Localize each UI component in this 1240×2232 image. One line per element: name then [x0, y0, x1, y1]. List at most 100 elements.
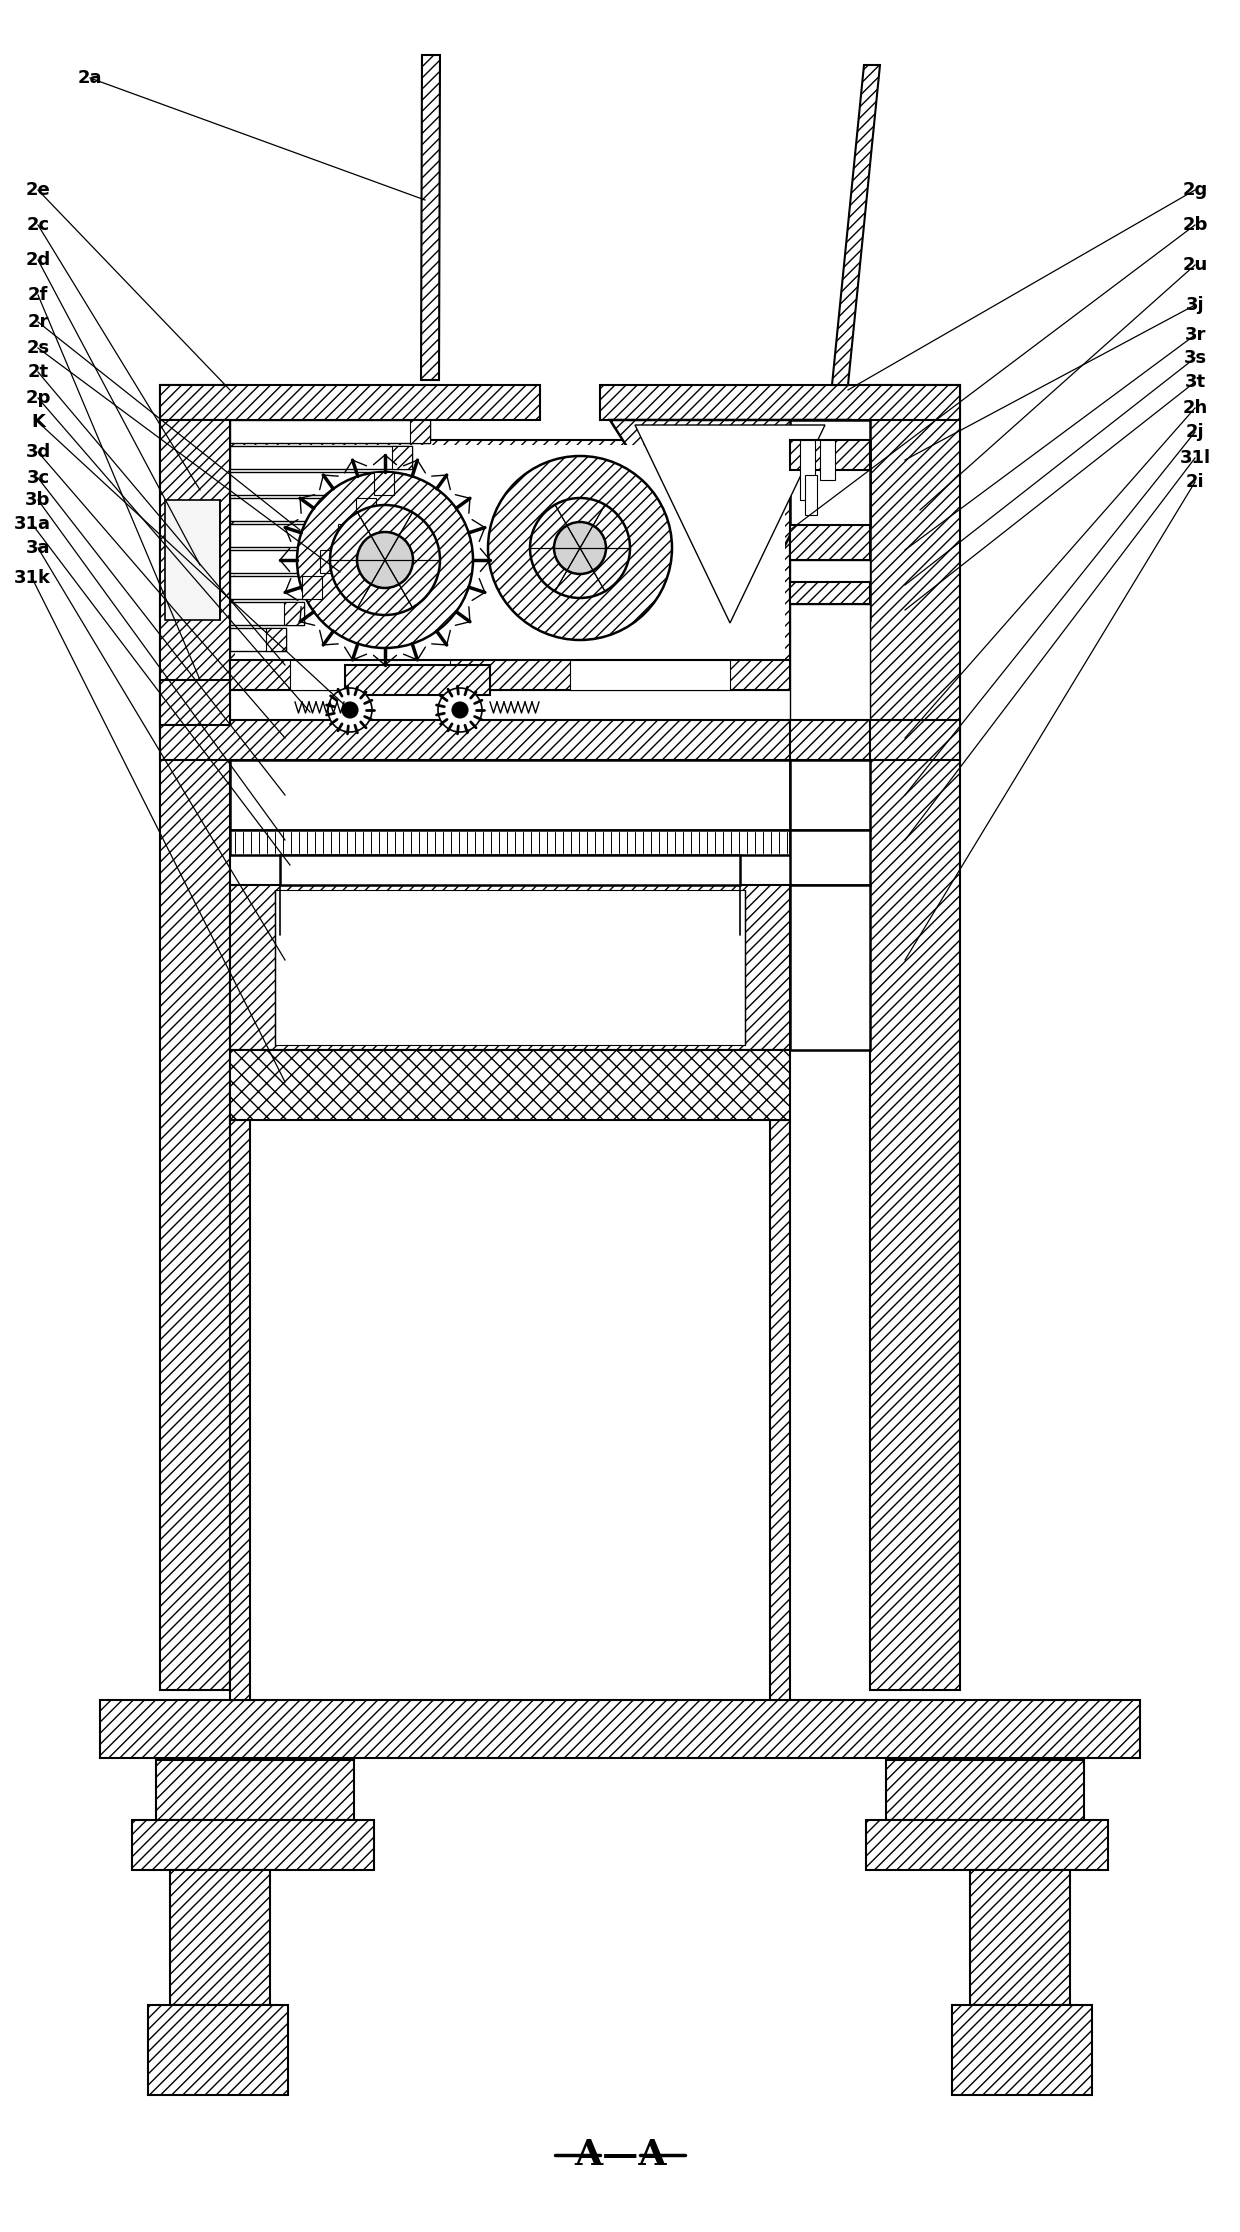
Bar: [970, 1870, 1070, 2004]
Bar: [170, 1870, 270, 2004]
Bar: [160, 681, 229, 725]
Text: 2b: 2b: [1182, 217, 1208, 234]
Text: 31l: 31l: [1179, 449, 1210, 466]
Text: 2d: 2d: [25, 250, 51, 270]
Bar: [320, 549, 340, 574]
Bar: [280, 855, 740, 886]
Bar: [267, 627, 286, 652]
Bar: [229, 440, 790, 690]
Bar: [770, 1120, 790, 1701]
Circle shape: [357, 531, 413, 587]
Bar: [790, 420, 870, 620]
Text: 3b: 3b: [25, 491, 51, 509]
Bar: [229, 446, 412, 469]
Text: 2e: 2e: [26, 181, 51, 199]
Bar: [870, 384, 960, 1690]
Bar: [866, 1819, 1109, 1870]
Text: 2c: 2c: [26, 217, 50, 234]
Circle shape: [554, 522, 606, 574]
Bar: [148, 2004, 288, 2096]
Polygon shape: [832, 65, 880, 384]
Text: 2g: 2g: [1183, 181, 1208, 199]
Text: 2f: 2f: [27, 286, 48, 304]
Text: 31a: 31a: [14, 516, 51, 533]
Bar: [275, 891, 745, 1045]
Bar: [229, 886, 790, 1049]
Polygon shape: [422, 56, 440, 379]
Bar: [131, 1819, 374, 1870]
Bar: [805, 475, 817, 516]
Text: A—A: A—A: [574, 2138, 666, 2172]
Text: 2j: 2j: [1185, 424, 1204, 442]
Bar: [229, 661, 790, 690]
Bar: [160, 420, 229, 690]
Bar: [952, 2004, 1092, 2096]
Bar: [229, 549, 340, 574]
Bar: [820, 440, 835, 480]
Bar: [229, 525, 358, 547]
Text: 3a: 3a: [26, 538, 51, 558]
Bar: [800, 440, 815, 500]
Circle shape: [453, 703, 467, 719]
Bar: [229, 471, 394, 496]
Text: 2a: 2a: [78, 69, 102, 87]
Bar: [229, 1049, 790, 1120]
Circle shape: [438, 687, 482, 732]
Text: 3t: 3t: [1184, 373, 1205, 391]
Text: K: K: [31, 413, 45, 431]
Text: 3d: 3d: [25, 442, 51, 462]
Bar: [229, 498, 376, 520]
Bar: [236, 444, 785, 661]
Bar: [374, 471, 394, 496]
Text: 2s: 2s: [26, 339, 50, 357]
Bar: [100, 1701, 1140, 1759]
Polygon shape: [635, 424, 825, 623]
Bar: [790, 761, 870, 830]
Polygon shape: [610, 420, 849, 627]
Text: 3r: 3r: [1184, 326, 1205, 344]
Text: 2i: 2i: [1185, 473, 1204, 491]
Bar: [229, 420, 430, 442]
Text: 2p: 2p: [25, 388, 51, 406]
Bar: [284, 603, 304, 625]
Bar: [229, 1120, 250, 1701]
Bar: [790, 560, 870, 583]
Bar: [790, 440, 870, 525]
Bar: [600, 384, 960, 420]
Bar: [790, 605, 870, 721]
Bar: [790, 440, 870, 471]
Circle shape: [329, 687, 372, 732]
Circle shape: [330, 504, 440, 616]
Circle shape: [489, 455, 672, 641]
Bar: [790, 721, 870, 761]
Circle shape: [529, 498, 630, 598]
Bar: [160, 384, 539, 420]
Bar: [887, 1761, 1084, 1819]
Bar: [339, 525, 358, 547]
Bar: [392, 446, 412, 469]
Bar: [410, 420, 430, 442]
Bar: [229, 576, 322, 598]
Bar: [790, 525, 870, 560]
Bar: [790, 583, 870, 605]
Text: 2t: 2t: [27, 364, 48, 382]
Text: 3j: 3j: [1185, 297, 1204, 315]
Text: 31k: 31k: [14, 569, 51, 587]
Text: 2r: 2r: [27, 312, 48, 330]
Bar: [229, 830, 790, 855]
Text: 2h: 2h: [1183, 400, 1208, 417]
Bar: [356, 498, 376, 520]
Text: 3c: 3c: [26, 469, 50, 487]
Text: 3s: 3s: [1183, 348, 1207, 366]
Bar: [570, 661, 730, 690]
Bar: [229, 627, 286, 652]
Circle shape: [342, 703, 358, 719]
Bar: [345, 665, 490, 694]
Text: 2u: 2u: [1183, 257, 1208, 275]
Bar: [790, 830, 870, 886]
Bar: [165, 500, 219, 620]
Bar: [160, 721, 960, 761]
Bar: [229, 603, 304, 625]
Bar: [790, 886, 870, 1049]
Bar: [156, 1761, 353, 1819]
